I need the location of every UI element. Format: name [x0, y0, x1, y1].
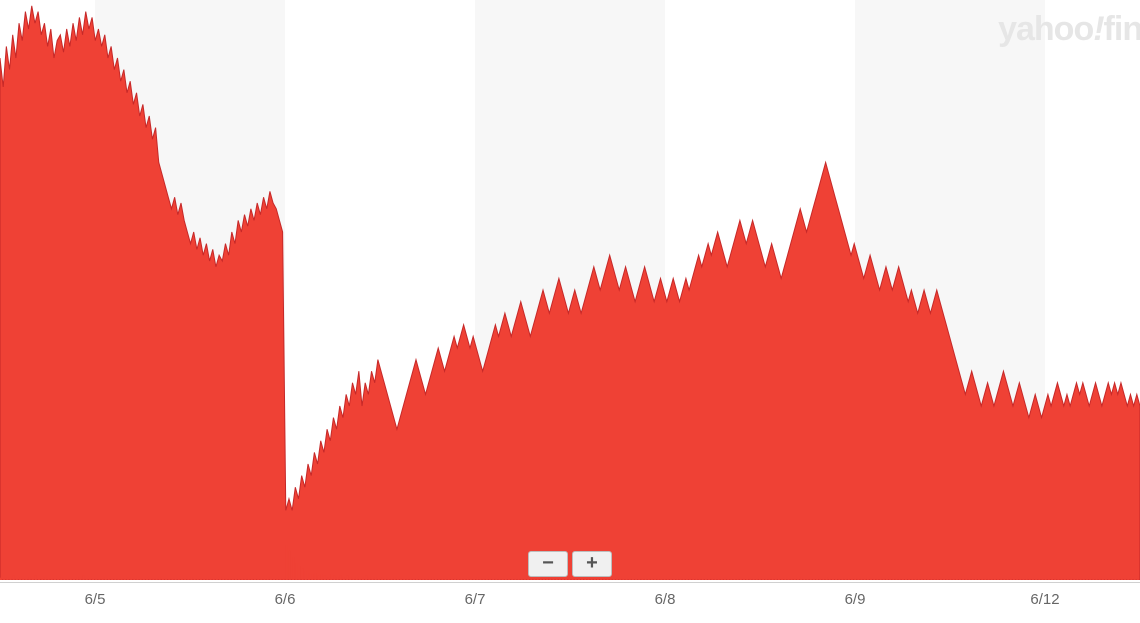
watermark-bang: ! — [1093, 10, 1103, 48]
x-tick-label: 6/12 — [1030, 591, 1059, 608]
x-axis: 6/5 6/6 6/7 6/8 6/9 6/12 — [0, 582, 1140, 622]
x-tick-label: 6/5 — [85, 591, 106, 608]
x-tick-label: 6/8 — [655, 591, 676, 608]
yahoo-finance-watermark: yahoo!fina — [998, 10, 1140, 49]
stock-chart: yahoo!fina 6/5 6/6 6/7 6/8 6/9 6/12 − + — [0, 0, 1140, 623]
price-area-plot — [0, 0, 1140, 580]
zoom-in-button[interactable]: + — [572, 551, 612, 577]
x-tick-label: 6/6 — [275, 591, 296, 608]
watermark-right: fina — [1104, 10, 1140, 48]
zoom-controls: − + — [528, 551, 612, 577]
zoom-out-button[interactable]: − — [528, 551, 568, 577]
watermark-left: yahoo — [998, 10, 1093, 48]
x-tick-label: 6/7 — [465, 591, 486, 608]
x-tick-label: 6/9 — [845, 591, 866, 608]
